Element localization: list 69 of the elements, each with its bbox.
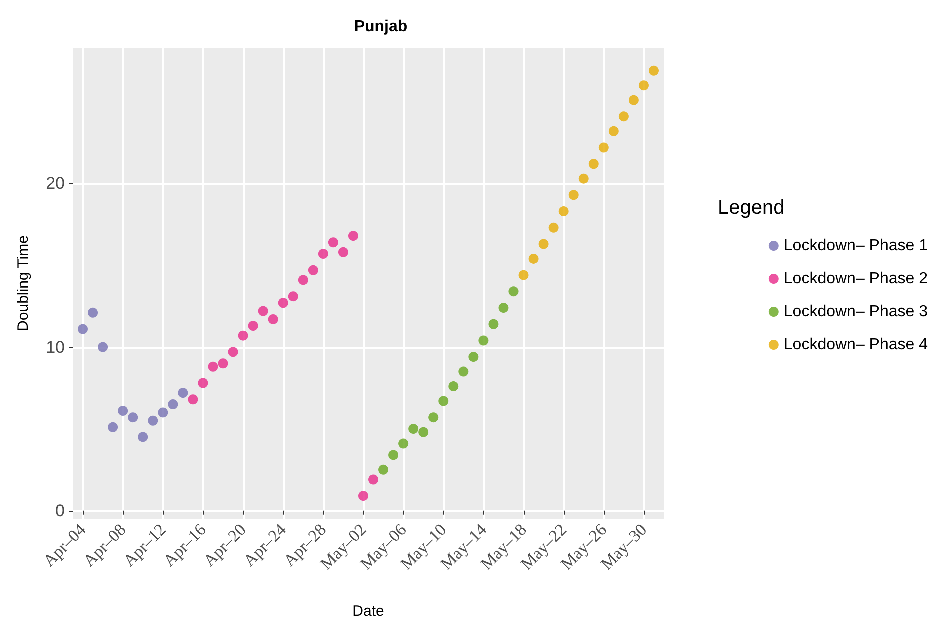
point xyxy=(468,352,479,362)
legend-label: Lockdown– Phase 1 xyxy=(784,238,928,254)
point xyxy=(388,450,399,460)
point xyxy=(428,412,439,423)
point xyxy=(108,422,118,432)
point xyxy=(368,474,379,485)
point xyxy=(148,416,158,426)
point xyxy=(88,308,98,318)
point xyxy=(558,206,569,217)
point xyxy=(208,362,218,372)
point xyxy=(138,432,148,442)
legend-label: Lockdown– Phase 3 xyxy=(784,304,928,320)
point xyxy=(588,159,599,170)
point xyxy=(578,174,589,184)
point xyxy=(608,126,619,136)
y-tick-label: 0 xyxy=(56,501,65,520)
point xyxy=(438,396,449,406)
point xyxy=(508,286,519,297)
point xyxy=(598,142,609,153)
point xyxy=(648,66,659,76)
point xyxy=(308,265,318,276)
legend-label: Lockdown– Phase 4 xyxy=(784,336,928,354)
point xyxy=(248,321,258,332)
legend-label: Lockdown– Phase 2 xyxy=(784,270,928,288)
point xyxy=(328,238,338,248)
point xyxy=(568,190,579,200)
point xyxy=(338,247,348,258)
point xyxy=(518,270,529,280)
point xyxy=(78,324,88,334)
point xyxy=(258,306,268,316)
point xyxy=(458,366,469,377)
y-axis-title: Doubling Time xyxy=(15,236,32,332)
x-axis-title: Date xyxy=(352,603,384,620)
point xyxy=(288,292,298,302)
point xyxy=(188,394,198,405)
point xyxy=(158,408,168,418)
point xyxy=(278,298,288,308)
point xyxy=(98,342,108,352)
point xyxy=(448,382,459,392)
point xyxy=(128,412,138,423)
point xyxy=(528,254,539,264)
point xyxy=(228,347,238,358)
point xyxy=(268,314,278,324)
point xyxy=(238,330,248,341)
point xyxy=(168,400,178,410)
point xyxy=(348,231,358,242)
point xyxy=(498,303,509,314)
y-tick-label: 10 xyxy=(46,338,65,357)
point xyxy=(378,464,389,475)
point xyxy=(318,249,328,260)
point xyxy=(548,222,559,233)
point xyxy=(488,319,499,330)
point xyxy=(178,388,188,398)
point xyxy=(538,239,549,250)
point xyxy=(408,424,419,434)
y-tick-label: 20 xyxy=(46,174,65,194)
point xyxy=(618,112,629,122)
point xyxy=(398,438,409,449)
point xyxy=(118,406,128,416)
point xyxy=(478,336,489,346)
point xyxy=(298,275,308,286)
point xyxy=(638,80,649,91)
point xyxy=(418,427,429,438)
point xyxy=(198,378,208,388)
chart-title: Punjab xyxy=(354,18,408,36)
legend-title: Legend xyxy=(718,197,785,219)
point xyxy=(218,358,228,369)
point xyxy=(358,491,368,502)
point xyxy=(628,95,639,106)
